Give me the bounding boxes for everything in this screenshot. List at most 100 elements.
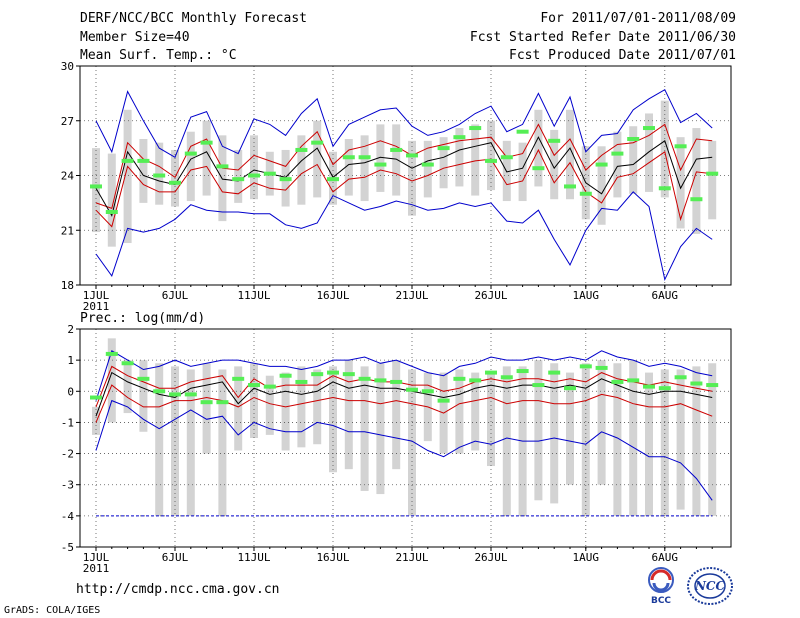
precipitation-obs-mark (184, 392, 197, 397)
temperature-range-box (123, 109, 132, 244)
temperature-obs-mark (406, 153, 418, 158)
precipitation-obs-mark (421, 389, 434, 394)
precipitation-xtick-label: 21JUL (395, 551, 428, 564)
precipitation-ytick-label: -3 (61, 479, 74, 492)
precipitation-xtick-label: 26JUL (474, 551, 507, 564)
precipitation-obs-mark (485, 370, 497, 375)
precipitation-ytick-label: 0 (67, 385, 74, 398)
precipitation-obs-mark (658, 386, 671, 391)
ncc-logo-text: NCC (694, 579, 726, 593)
chart-title: DERF/NCC/BCC Monthly Forecast (80, 11, 307, 26)
temperature-obs-mark (595, 162, 608, 167)
temperature-upper-line (95, 123, 713, 210)
precipitation-obs-mark (121, 361, 134, 366)
temperature-obs-mark (263, 171, 276, 176)
grads-credit: GrADS: COLA/IGES (4, 605, 101, 616)
precipitation-obs-mark (263, 384, 276, 389)
temperature-xtick-label: 21JUL (395, 289, 428, 302)
precipitation-range-box (597, 360, 606, 485)
temperature-range-box (344, 139, 353, 196)
temperature-obs-mark (153, 173, 166, 178)
temperature-range-box (597, 146, 606, 225)
precipitation-obs-mark (105, 351, 118, 356)
precipitation-upper-line (95, 365, 713, 408)
temperature-range-box (439, 137, 448, 189)
precipitation-xtick-year: 2011 (83, 562, 110, 575)
precipitation-range-box (455, 369, 464, 454)
precipitation-obs-mark (453, 376, 466, 381)
temperature-range-box (376, 124, 385, 192)
precipitation-obs-mark (674, 375, 687, 380)
precipitation-range-box (581, 363, 590, 516)
precipitation-range-box (344, 360, 353, 470)
precipitation-range-box (471, 372, 480, 451)
temperature-range-box (566, 109, 574, 200)
temperature-obs-mark (658, 186, 671, 191)
precipitation-obs-mark (248, 383, 260, 388)
temperature-obs-mark (121, 158, 134, 163)
temperature-obs-mark (500, 155, 513, 160)
temperature-obs-mark (342, 155, 355, 160)
precipitation-range-box (487, 372, 495, 467)
temperature-obs-mark (548, 138, 561, 143)
precipitation-range-box (660, 369, 669, 516)
temperature-range-box (487, 120, 495, 191)
precipitation-xtick-label: 16JUL (316, 551, 349, 564)
precipitation-obs-mark (279, 373, 292, 378)
precipitation-obs-mark (295, 379, 308, 384)
precipitation-range-box (107, 338, 116, 423)
precipitation-obs-mark (390, 379, 403, 384)
precipitation-obs-mark (437, 398, 450, 403)
temperature-obs-mark (184, 151, 197, 156)
temperature-lower-line (95, 148, 713, 228)
precip-panel-title: Prec.: log(mm/d) (80, 311, 205, 326)
source-url[interactable]: http://cmdp.ncc.cma.gov.cn (76, 582, 280, 597)
precipitation-obs-mark (342, 372, 355, 377)
temperature-obs-mark (311, 140, 324, 145)
temperature-ytick-label: 27 (61, 115, 74, 128)
temperature-ytick-label: 30 (61, 60, 74, 73)
precipitation-obs-mark (564, 386, 576, 391)
precipitation-range-box (550, 363, 559, 504)
temperature-range-box (692, 128, 701, 234)
precipitation-max-line (95, 350, 713, 401)
precipitation-mean-line (95, 371, 713, 417)
bcc-logo-text: BCC (651, 596, 671, 605)
temperature-obs-mark (374, 162, 387, 167)
precipitation-range-box (360, 366, 369, 491)
temperature-obs-mark (421, 162, 434, 167)
precipitation-ytick-label: 1 (67, 354, 74, 367)
temperature-range-box (708, 140, 717, 220)
temperature-range-box (660, 100, 669, 198)
temperature-range-box (518, 142, 527, 202)
temperature-obs-mark (453, 135, 466, 140)
precipitation-range-box (218, 369, 227, 516)
temperature-range-box (297, 135, 306, 205)
temperature-range-box (550, 129, 559, 200)
precipitation-obs-mark (548, 370, 561, 375)
precipitation-range-box (155, 363, 164, 516)
temperature-range-box (534, 109, 543, 187)
temperature-range-box (471, 124, 480, 196)
precipitation-frame (79, 328, 732, 548)
precipitation-obs-mark (216, 400, 229, 405)
temperature-obs-mark (643, 126, 655, 131)
temperature-range-box (455, 128, 464, 187)
precipitation-range-box (613, 363, 622, 516)
temperature-ytick-label: 18 (61, 279, 74, 292)
forecast-produced-date: Fcst Produced Date 2011/07/01 (509, 48, 736, 63)
precipitation-obs-mark (327, 370, 339, 375)
temperature-range-box (250, 135, 258, 200)
precipitation-obs-mark (169, 392, 181, 397)
member-size-label: Member Size=40 (80, 30, 190, 45)
temperature-range-box (234, 149, 243, 203)
temperature-mean-line (95, 136, 713, 217)
ncc-logo: NCC (687, 567, 733, 605)
temperature-obs-mark (579, 191, 592, 196)
precipitation-range-box (92, 406, 100, 435)
temperature-obs-mark (690, 197, 703, 202)
temperature-range-box (392, 124, 401, 196)
precipitation-obs-mark (690, 381, 703, 386)
precipitation-ytick-label: -1 (61, 416, 74, 429)
precipitation-obs-mark (137, 376, 150, 381)
